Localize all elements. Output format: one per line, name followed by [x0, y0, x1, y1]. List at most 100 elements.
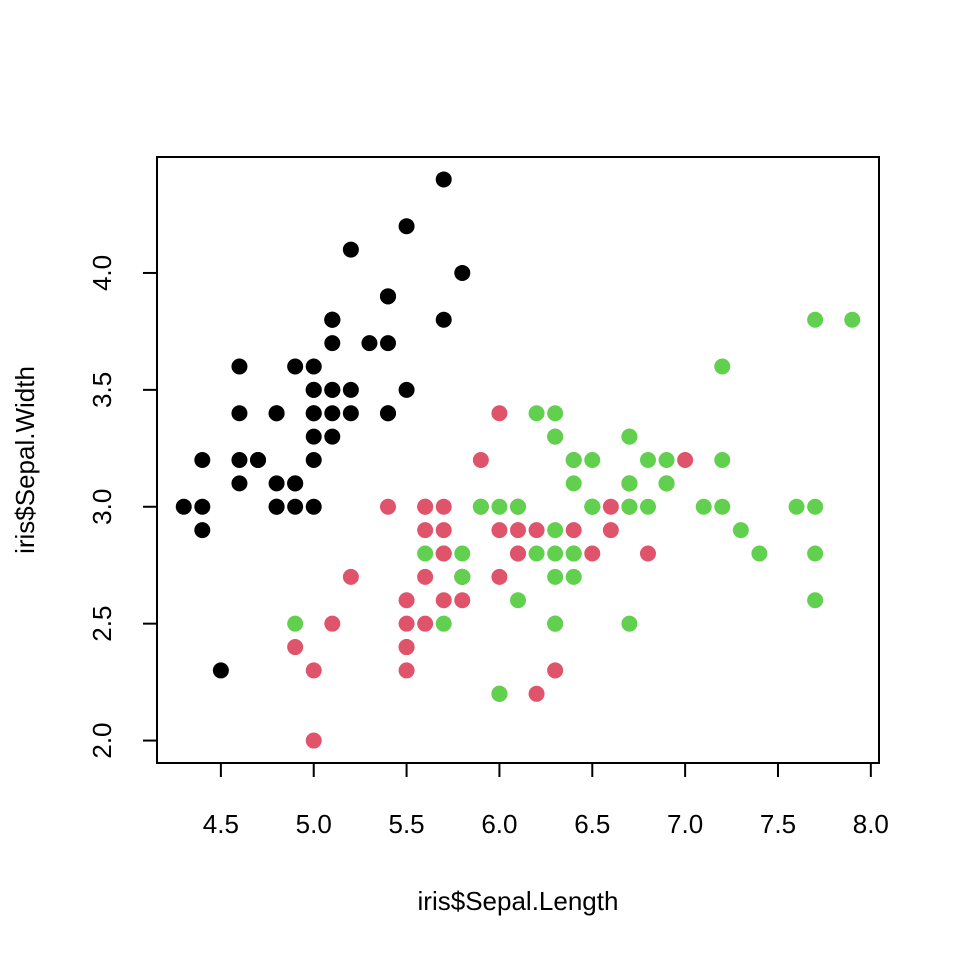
data-point — [602, 522, 619, 539]
data-point — [491, 405, 508, 422]
data-point — [547, 568, 564, 585]
data-point — [417, 545, 434, 562]
data-point — [305, 405, 322, 422]
data-point — [342, 241, 359, 258]
data-point — [380, 405, 397, 422]
data-point — [324, 335, 341, 352]
data-point — [584, 452, 601, 468]
data-point — [454, 592, 471, 609]
data-point — [565, 522, 582, 539]
data-point — [175, 498, 192, 515]
data-point — [807, 498, 824, 515]
data-point — [714, 452, 731, 468]
data-point — [231, 405, 248, 422]
data-point — [639, 545, 656, 562]
data-point — [621, 475, 638, 492]
data-point — [565, 452, 582, 468]
data-point — [287, 498, 304, 515]
data-point — [807, 592, 824, 609]
data-point — [695, 498, 712, 515]
data-point — [491, 568, 508, 585]
data-point — [528, 685, 545, 702]
data-point — [547, 428, 564, 445]
data-point — [528, 405, 545, 422]
data-point — [398, 592, 415, 609]
y-tick-label: 3.5 — [87, 372, 117, 408]
data-point — [417, 568, 434, 585]
x-tick-label: 7.5 — [760, 809, 796, 839]
data-point — [435, 311, 452, 328]
x-tick-label: 8.0 — [853, 809, 889, 839]
data-point — [268, 498, 285, 515]
data-point — [268, 475, 285, 492]
data-point — [547, 662, 564, 679]
y-axis: 2.0 2.5 3.0 3.5 4.0 — [87, 255, 158, 759]
data-point — [844, 311, 861, 328]
data-point — [305, 662, 322, 679]
data-point — [417, 498, 434, 515]
data-point — [491, 498, 508, 515]
data-point — [361, 335, 378, 352]
data-point — [472, 498, 489, 515]
data-point — [547, 522, 564, 539]
data-point — [547, 615, 564, 632]
data-point — [565, 568, 582, 585]
x-axis: 4.5 5.0 5.5 6.0 6.5 7.0 7.5 8.0 — [203, 762, 889, 839]
x-axis-title: iris$Sepal.Length — [418, 886, 619, 916]
data-point — [510, 592, 526, 609]
data-point — [807, 545, 824, 562]
data-point — [398, 615, 415, 632]
data-point — [751, 545, 768, 562]
data-point — [380, 288, 397, 305]
data-point — [305, 428, 322, 445]
data-point — [194, 452, 211, 468]
data-point — [658, 452, 675, 468]
data-point — [398, 381, 415, 398]
data-point — [621, 615, 638, 632]
data-point — [268, 405, 285, 422]
y-tick-label: 4.0 — [87, 255, 117, 291]
y-tick-label: 2.5 — [87, 606, 117, 642]
data-point — [435, 615, 452, 632]
data-point — [510, 498, 526, 515]
data-point — [305, 498, 322, 515]
data-point — [491, 522, 508, 539]
data-point — [231, 358, 248, 375]
x-tick-label: 7.0 — [667, 809, 703, 839]
data-point — [658, 475, 675, 492]
data-point — [621, 428, 638, 445]
data-point — [380, 335, 397, 352]
data-point — [435, 171, 452, 188]
data-point — [639, 498, 656, 515]
data-point — [714, 498, 731, 515]
data-point — [435, 592, 452, 609]
data-point — [807, 311, 824, 328]
data-point — [528, 545, 545, 562]
x-tick-label: 5.5 — [389, 809, 425, 839]
data-point — [342, 405, 359, 422]
data-point — [194, 522, 211, 539]
data-point — [639, 452, 656, 468]
data-point — [287, 639, 304, 656]
y-tick-label: 2.0 — [87, 722, 117, 758]
y-tick-label: 3.0 — [87, 489, 117, 525]
data-point — [714, 358, 731, 375]
data-point — [510, 545, 526, 562]
data-point — [584, 498, 601, 515]
data-point — [565, 475, 582, 492]
data-point — [342, 568, 359, 585]
data-point — [435, 545, 452, 562]
data-point — [621, 498, 638, 515]
data-point — [547, 545, 564, 562]
data-point — [398, 662, 415, 679]
data-point — [380, 498, 397, 515]
data-point — [454, 545, 471, 562]
data-point — [212, 662, 229, 679]
data-point — [305, 358, 322, 375]
data-point — [324, 428, 341, 445]
data-point — [472, 452, 489, 468]
data-point — [324, 405, 341, 422]
data-point — [398, 639, 415, 656]
data-point — [305, 452, 322, 468]
